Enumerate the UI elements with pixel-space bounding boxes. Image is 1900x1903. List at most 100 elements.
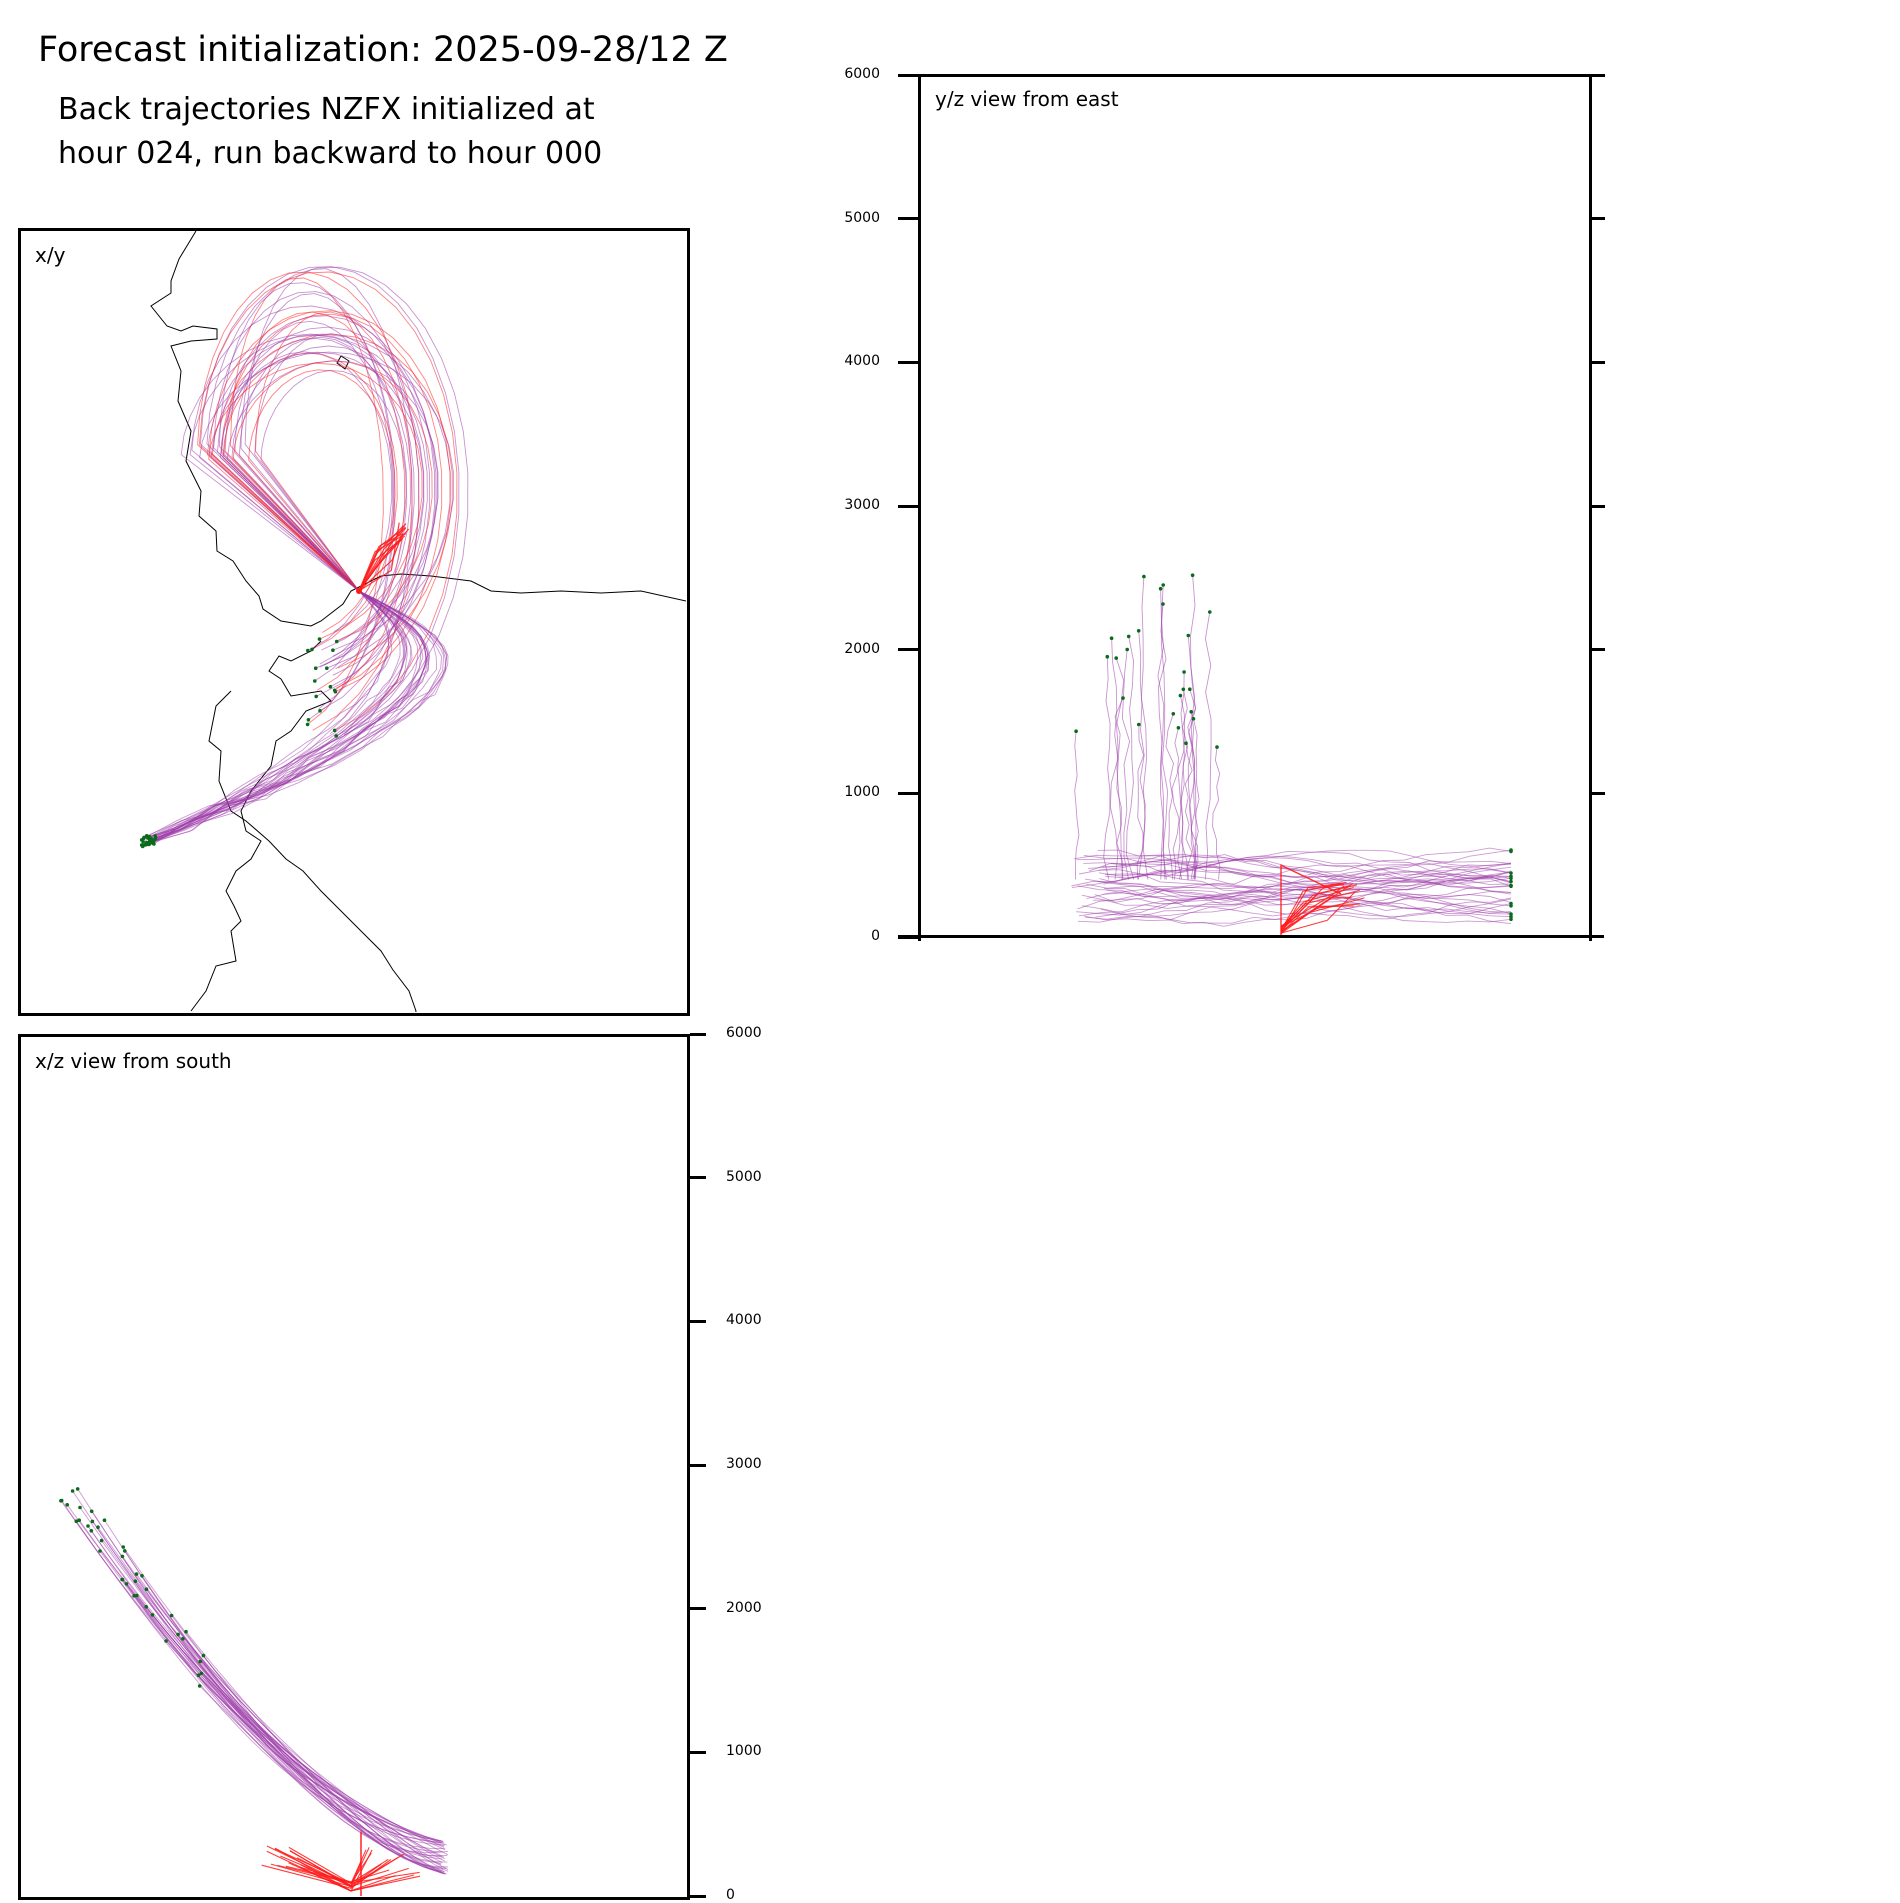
xz-trajectory-line [79,1507,443,1860]
xy-trajectory-line [220,313,443,689]
yz-trajectory-line [1184,743,1193,880]
yz-trajectory-line [1136,724,1145,880]
xz-endpoint-marker [123,1549,127,1553]
yz-endpoint-marker [1178,693,1183,698]
xz-endpoint-marker [74,1519,79,1523]
xz-endpoint-marker [120,1554,125,1559]
xz-endpoint-marker [144,1605,148,1609]
yz-endpoint-marker [1182,670,1186,674]
y-tick-mark [898,217,918,221]
xz-endpoint-marker [199,1671,204,1676]
xz-endpoint-marker [120,1577,125,1582]
xz-endpoint-marker [102,1518,107,1522]
y-tick-mark [898,504,918,508]
xz-endpoint-marker [96,1525,100,1529]
xy-endpoint-marker [325,666,329,670]
y-tick-label: 3000 [844,497,880,513]
xy-trajectory-line [146,590,389,837]
xy-trajectory-line [149,590,446,842]
yz-endpoint-marker [1161,583,1165,587]
yz-endpoint-marker [1509,848,1513,852]
xz-endpoint-marker [89,1529,94,1533]
yz-trajectory-line [1114,697,1124,880]
yz-trajectory-line [1157,588,1165,880]
yz-endpoint-marker [1137,722,1141,727]
xy-endpoint-marker [331,648,335,652]
xy-trajectory-line [223,337,411,665]
y-tick-label: 2000 [844,640,880,657]
xz-endpoint-marker [70,1489,75,1493]
y-tick-label: 0 [726,1887,735,1903]
yz-top-axis-line [898,74,1604,77]
yz-right-tick-mark [1589,791,1605,795]
xz-endpoint-marker [201,1653,206,1658]
xy-trajectory-line [238,336,408,666]
yz-trajectory-line [1083,847,1512,879]
xz-endpoint-marker [99,1538,104,1543]
xz-endpoint-markers [59,1487,206,1688]
xz-trajectory-line [61,1500,442,1866]
xy-endpoint-marker [145,842,150,846]
yz-release-trajectory [1280,891,1356,934]
yz-trajectory-line [1071,866,1512,898]
xz-endpoint-marker [124,1582,129,1586]
yz-trajectory-line [1171,727,1180,880]
xy-trajectories [141,266,469,847]
yz-trajectory-line [1105,867,1512,899]
xy-release-trajectory [358,535,406,592]
xz-endpoint-marker [150,1613,155,1617]
xz-endpoint-marker [86,1524,90,1528]
yz-right-tick-mark [1589,648,1605,652]
xy-trajectory-line [224,311,406,691]
yz-trajectory-line [1097,849,1512,879]
xy-trajectory-line [207,334,425,668]
yz-release-trajectory [1280,883,1354,933]
yz-trajectory-line [1095,888,1512,918]
yz-trajectory-line [1179,671,1185,880]
y-tick-label: 4000 [726,1312,762,1329]
yz-endpoint-marker [1509,884,1513,888]
xy-trajectory-line [199,351,454,651]
xz-endpoint-marker [133,1579,138,1583]
xy-trajectory-line [213,291,420,712]
xz-release-trajectory [266,1849,373,1892]
xz-endpoint-marker [90,1519,95,1524]
yz-trajectory-line [1115,657,1125,880]
xy-plot-area [139,231,686,1012]
xz-trajectory-line [133,1595,445,1860]
xz-trajectory-line [104,1519,444,1843]
yz-trajectory-line [1160,584,1169,880]
xz-trajectory-line [121,1579,445,1844]
yz-endpoint-marker [1109,636,1114,640]
yz-trajectory-line [1140,576,1149,880]
xy-endpoint-marker [334,734,339,738]
xy-endpoint-marker [150,841,155,845]
xy-trajectory-line [148,590,412,845]
yz-trajectory-line [1094,873,1512,904]
xy-release-trajectory [358,525,404,592]
y-tick-mark [898,360,918,364]
xy-trajectory-line [232,360,433,642]
xz-endpoint-marker [184,1629,188,1634]
xz-endpoint-marker [98,1549,102,1553]
yz-trajectory-line [1105,850,1512,879]
xy-trajectory-line [206,266,469,736]
xy-trajectory-line [234,320,394,682]
y-tick-label: 1000 [844,784,880,801]
xz-endpoint-marker [169,1613,174,1618]
xz-release-trajectory [270,1863,409,1887]
xz-endpoint-marker [198,1659,203,1664]
xy-trajectory-line [145,590,406,845]
yz-endpoint-marker [1509,901,1513,906]
xz-release-trajectory [277,1858,389,1884]
xy-trajectory-line [155,590,438,839]
xz-trajectory-line [122,1546,445,1858]
y-tick-mark [690,1176,706,1180]
xy-endpoint-marker [149,837,154,841]
yz-endpoint-marker [1136,629,1141,633]
y-tick-mark [690,1032,706,1036]
yz-trajectory-line [1083,862,1512,889]
yz-trajectory-line [1085,868,1512,896]
xz-trajectory-line [182,1638,448,1857]
xy-release-trajectory [358,523,407,592]
